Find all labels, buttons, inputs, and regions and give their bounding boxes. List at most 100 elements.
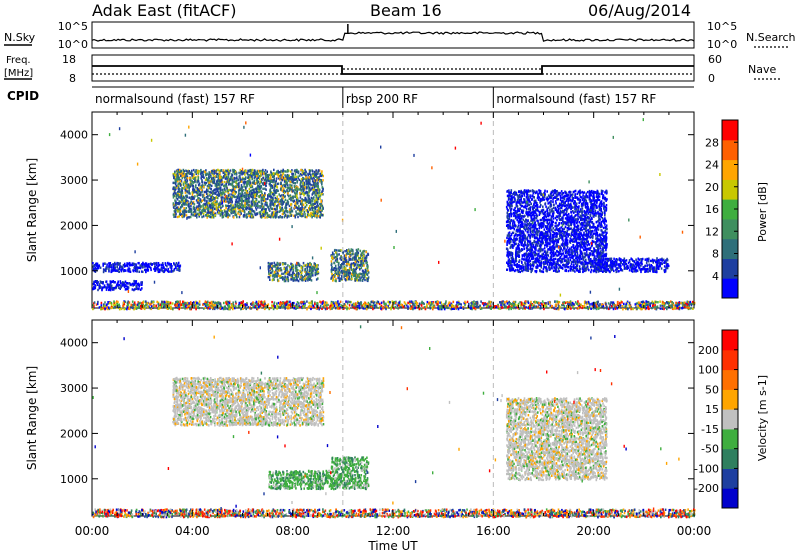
scatter-cell [250, 189, 252, 193]
scatter-cell [585, 213, 588, 216]
scatter-cell [241, 198, 244, 201]
scatter-cell [354, 274, 356, 278]
scatter-cell [228, 200, 230, 203]
scatter-cell [216, 202, 218, 206]
scatter-cell [308, 208, 311, 212]
scatter-cell [174, 186, 176, 189]
scatter-cell [151, 263, 153, 266]
scatter-cell [265, 188, 267, 191]
scatter-cell [112, 280, 115, 283]
scatter-cell [310, 279, 313, 282]
scatter-cell [201, 171, 203, 175]
scatter-cell [268, 193, 270, 196]
scatter-cell [360, 259, 362, 263]
scatter-cell [319, 203, 322, 206]
scatter-cell [256, 172, 258, 175]
scatter-cell [305, 170, 307, 174]
scatter-cell [138, 284, 141, 288]
scatter-cell [361, 251, 364, 254]
scatter-cell [232, 188, 235, 191]
scatter-cell [182, 213, 184, 216]
scatter-cell [289, 269, 292, 272]
scatter-cell [578, 265, 581, 268]
scatter-cell [211, 169, 214, 172]
scatter-cell [332, 278, 335, 281]
scatter-cell [354, 264, 356, 267]
scatter-cell [305, 203, 308, 207]
scatter-cell [235, 213, 237, 217]
scatter-cell [274, 215, 276, 218]
scatter-cell [201, 210, 204, 214]
scatter-cell [235, 185, 237, 189]
scatter-cell [330, 262, 333, 265]
scatter-cell [127, 268, 129, 271]
freq-label-line1: Freq. [6, 55, 31, 66]
scatter-cell [237, 210, 240, 214]
scatter-cell [302, 203, 305, 207]
scatter-cell [307, 200, 309, 204]
freq-panel-frame [91, 54, 695, 82]
scatter-cell [231, 183, 233, 187]
scatter-cell [307, 172, 309, 176]
scatter-cell [240, 194, 243, 197]
scatter-cell [215, 172, 218, 175]
scatter-cell [308, 207, 310, 210]
scatter-cell [315, 183, 317, 186]
scatter-cell [192, 202, 194, 205]
scatter-cell [352, 256, 354, 259]
scatter-cell [197, 180, 200, 183]
scatter-cell [123, 265, 126, 268]
scatter-cell [224, 214, 227, 218]
scatter-cell [189, 182, 191, 186]
scatter-cell [176, 176, 178, 179]
scatter-cell [600, 244, 602, 247]
scatter-cell [291, 264, 293, 267]
scatter-cell [102, 282, 104, 285]
scatter-cell [124, 280, 127, 283]
scatter-cell [283, 279, 286, 283]
scatter-cell [204, 183, 207, 186]
scatter-cell [223, 180, 226, 184]
scatter-cell [336, 260, 338, 263]
nave-line [92, 68, 694, 75]
scatter-cell [305, 198, 308, 201]
scatter-cell [182, 187, 184, 190]
scatter-cell [237, 192, 240, 195]
scatter-cell [267, 197, 269, 201]
scatter-cell [321, 213, 323, 217]
scatter-cell [310, 275, 312, 278]
scatter-cell [300, 168, 302, 172]
scatter-cell [179, 180, 182, 183]
scatter-cell [234, 207, 237, 211]
scatter-cell [569, 237, 572, 240]
scatter-cell [238, 195, 240, 199]
scatter-cell [315, 194, 318, 197]
scatter-cell [208, 194, 211, 197]
scatter-cell [249, 170, 252, 173]
scatter-cell [309, 207, 311, 210]
scatter-cell [314, 269, 317, 272]
scatter-cell [232, 190, 235, 194]
scatter-cell [305, 209, 307, 212]
scatter-cell [248, 214, 250, 218]
scatter-cell [97, 288, 99, 292]
scatter-cell [132, 269, 134, 272]
scatter-cell [214, 192, 217, 195]
scatter-cell [259, 210, 262, 213]
scatter-cell [225, 204, 227, 207]
scatter-cell [344, 266, 347, 270]
beam-title: Beam 16 [370, 1, 442, 20]
scatter-cell [253, 193, 256, 196]
scatter-cell [196, 205, 198, 208]
scatter-cell [236, 182, 238, 186]
scatter-cell [309, 169, 311, 172]
scatter-cell [296, 196, 298, 199]
scatter-cell [319, 174, 321, 178]
scatter-cell [317, 181, 319, 184]
scatter-cell [183, 199, 185, 203]
scatter-cell [292, 200, 295, 203]
scatter-cell [167, 261, 169, 265]
scatter-cell [264, 213, 267, 216]
scatter-cell [304, 201, 307, 205]
scatter-cell [340, 269, 343, 273]
